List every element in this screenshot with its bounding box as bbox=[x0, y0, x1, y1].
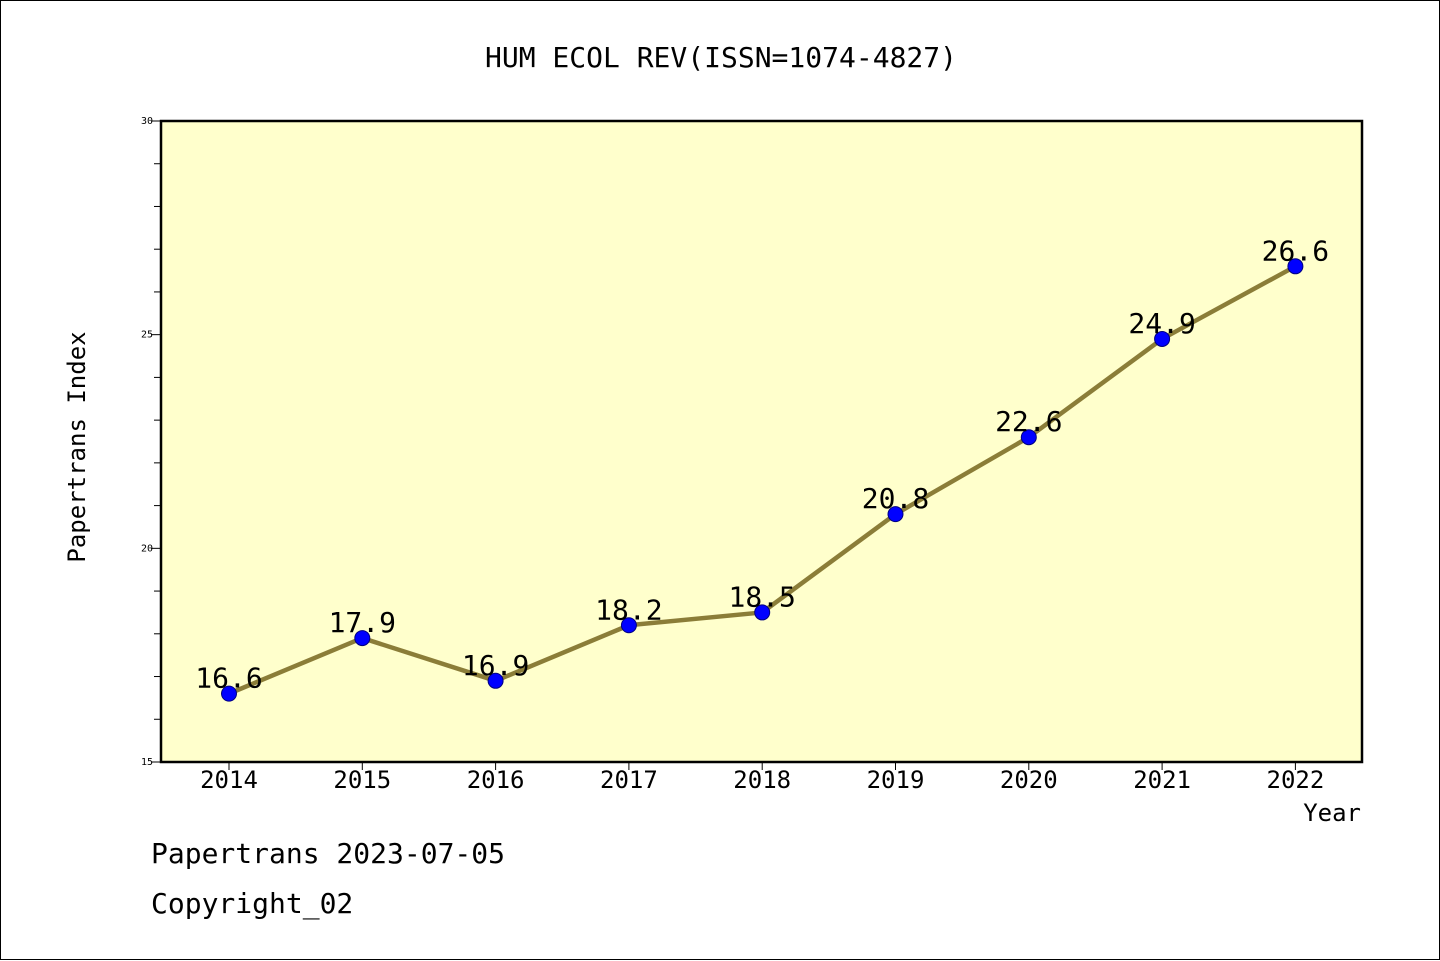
data-label: 24.9 bbox=[1128, 307, 1195, 340]
data-point bbox=[487, 672, 504, 689]
data-label: 18.2 bbox=[595, 593, 662, 626]
data-point bbox=[754, 604, 771, 621]
plot-area bbox=[159, 119, 1364, 764]
x-tick-label: 2020 bbox=[1000, 766, 1058, 794]
y-tick-label: 30 bbox=[141, 116, 153, 127]
data-label: 16.9 bbox=[462, 649, 529, 682]
data-label: 17.9 bbox=[329, 606, 396, 639]
x-tick-label: 2018 bbox=[733, 766, 791, 794]
data-label: 26.6 bbox=[1262, 234, 1329, 267]
x-tick-label: 2016 bbox=[467, 766, 525, 794]
x-tick-label: 2017 bbox=[600, 766, 658, 794]
footer-copyright: Copyright_02 bbox=[151, 887, 354, 920]
data-point bbox=[620, 617, 637, 634]
chart-title: HUM ECOL REV(ISSN=1074-4827) bbox=[485, 41, 957, 74]
x-axis: 2014 2015 2016 2017 2018 2019 2020 2021 2022 bbox=[200, 762, 1324, 794]
data-point bbox=[221, 685, 237, 702]
data-label: 16.6 bbox=[195, 662, 262, 695]
y-tick-label: 20 bbox=[141, 543, 153, 554]
series bbox=[221, 258, 1304, 702]
data-label: 22.6 bbox=[995, 405, 1062, 438]
data-point bbox=[1287, 258, 1304, 275]
data-labels: 16.6 17.9 16.9 18.2 18.5 20.8 22.6 24.9 26.6 bbox=[195, 234, 1329, 694]
y-tick-label: 25 bbox=[141, 330, 153, 341]
data-label: 20.8 bbox=[862, 482, 929, 515]
x-tick-label: 2015 bbox=[333, 766, 391, 794]
data-point bbox=[1020, 429, 1037, 446]
data-point bbox=[1154, 330, 1171, 347]
data-point bbox=[354, 630, 371, 647]
footer-date: Papertrans 2023-07-05 bbox=[151, 837, 506, 870]
x-tick-label: 2019 bbox=[867, 766, 925, 794]
x-tick-label: 2022 bbox=[1267, 766, 1325, 794]
x-axis-title: Year bbox=[1303, 799, 1361, 827]
y-axis-title: Papertrans Index bbox=[63, 331, 91, 562]
y-axis: 15 20 25 30 bbox=[141, 116, 161, 768]
y-tick-label: 15 bbox=[141, 757, 153, 768]
data-label: 18.5 bbox=[728, 580, 795, 613]
data-point bbox=[887, 506, 904, 523]
x-tick-label: 2021 bbox=[1133, 766, 1191, 794]
x-tick-label: 2014 bbox=[200, 766, 258, 794]
